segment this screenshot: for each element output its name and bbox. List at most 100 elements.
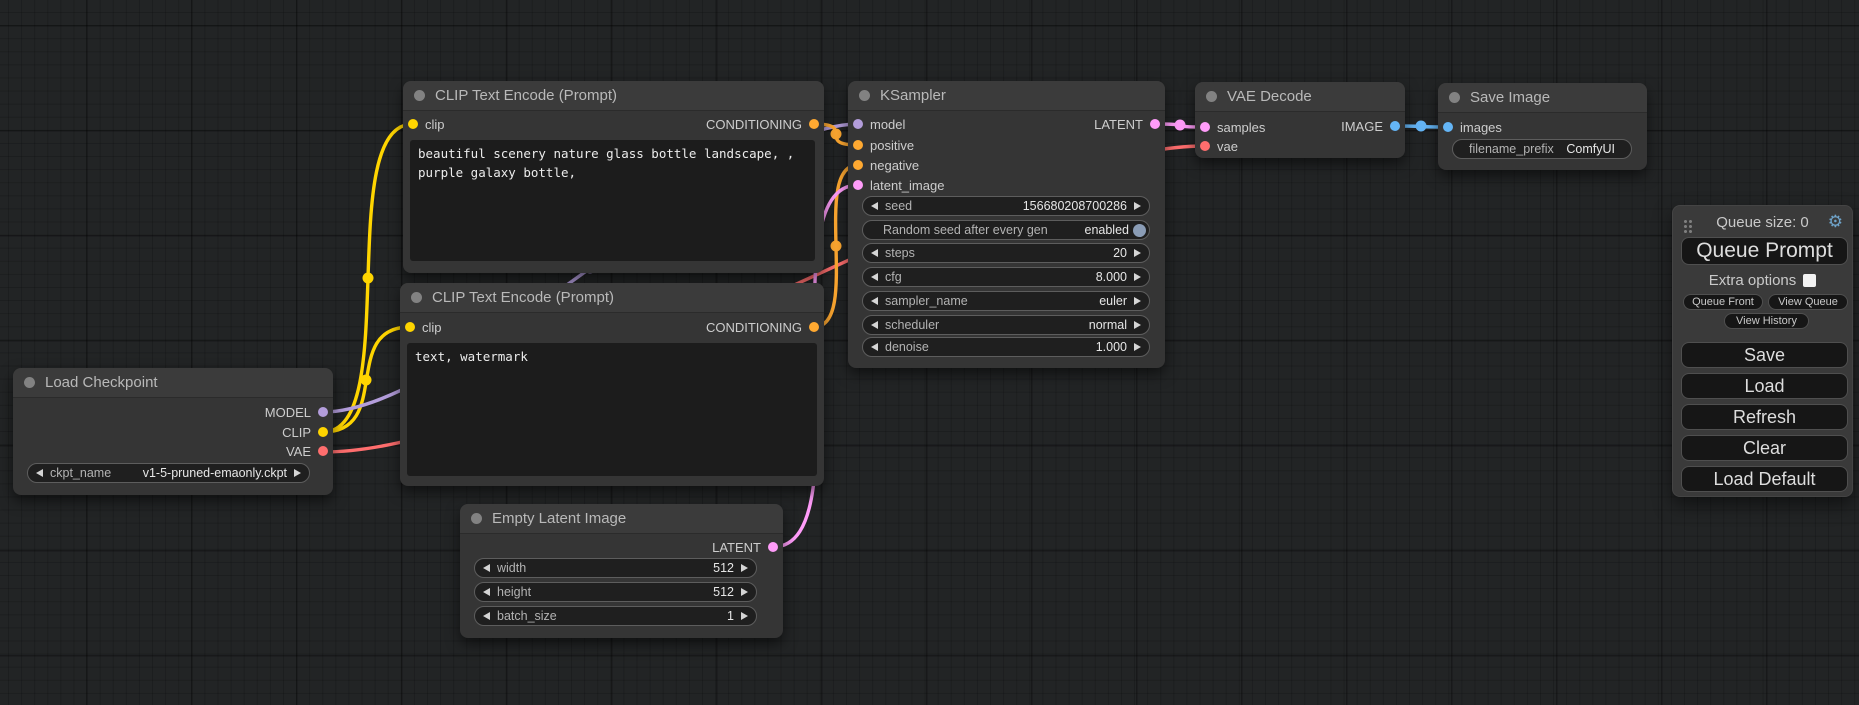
queue-prompt-button[interactable]: Queue Prompt bbox=[1681, 237, 1848, 265]
width-widget[interactable]: width 512 bbox=[474, 558, 757, 578]
collapse-dot-icon[interactable] bbox=[471, 513, 482, 524]
increment-arrow-icon[interactable] bbox=[1134, 273, 1141, 281]
scheduler-widget[interactable]: scheduler normal bbox=[862, 315, 1150, 335]
load-default-button[interactable]: Load Default bbox=[1681, 466, 1848, 492]
node-title-bar[interactable]: Empty Latent Image bbox=[460, 504, 783, 534]
seed-widget[interactable]: seed 156680208700286 bbox=[862, 196, 1150, 216]
node-save-image[interactable]: Save Image images filename_prefix ComfyU… bbox=[1438, 83, 1647, 170]
node-empty-latent-image[interactable]: Empty Latent Image LATENT width 512 heig… bbox=[460, 504, 783, 638]
collapse-dot-icon[interactable] bbox=[859, 90, 870, 101]
model-output-port[interactable] bbox=[318, 407, 328, 417]
node-clip-text-encode-positive[interactable]: CLIP Text Encode (Prompt) clip CONDITION… bbox=[403, 81, 824, 273]
output-clip: CLIP bbox=[282, 422, 328, 442]
vae-input-port[interactable] bbox=[1200, 141, 1210, 151]
clear-button[interactable]: Clear bbox=[1681, 435, 1848, 461]
sampler-name-widget[interactable]: sampler_name euler bbox=[862, 291, 1150, 311]
increment-arrow-icon[interactable] bbox=[1134, 202, 1141, 210]
decrement-arrow-icon[interactable] bbox=[483, 564, 490, 572]
widget-value: 20 bbox=[1113, 246, 1127, 260]
latent-output-port[interactable] bbox=[1150, 119, 1160, 129]
negative-input-port[interactable] bbox=[853, 160, 863, 170]
widget-label: height bbox=[497, 585, 532, 599]
output-conditioning: CONDITIONING bbox=[706, 114, 819, 134]
clip-output-port[interactable] bbox=[318, 427, 328, 437]
conditioning-output-port[interactable] bbox=[809, 119, 819, 129]
increment-arrow-icon[interactable] bbox=[1134, 343, 1141, 351]
collapse-dot-icon[interactable] bbox=[414, 90, 425, 101]
node-title-bar[interactable]: Load Checkpoint bbox=[13, 368, 333, 398]
node-title-bar[interactable]: KSampler bbox=[848, 81, 1165, 111]
node-vae-decode[interactable]: VAE Decode samples vae IMAGE bbox=[1195, 82, 1405, 158]
decrement-arrow-icon[interactable] bbox=[871, 297, 878, 305]
collapse-dot-icon[interactable] bbox=[1449, 92, 1460, 103]
widget-label: denoise bbox=[885, 340, 929, 354]
link-midpoint-dot bbox=[1174, 119, 1186, 131]
random-seed-toggle-widget[interactable]: Random seed after every gen enabled bbox=[862, 220, 1150, 240]
node-clip-text-encode-negative[interactable]: CLIP Text Encode (Prompt) clip CONDITION… bbox=[400, 283, 824, 486]
node-title-bar[interactable]: Save Image bbox=[1438, 83, 1647, 113]
conditioning-output-port[interactable] bbox=[809, 322, 819, 332]
decrement-arrow-icon[interactable] bbox=[483, 612, 490, 620]
decrement-arrow-icon[interactable] bbox=[871, 343, 878, 351]
cfg-widget[interactable]: cfg 8.000 bbox=[862, 267, 1150, 287]
increment-arrow-icon[interactable] bbox=[294, 469, 301, 477]
increment-arrow-icon[interactable] bbox=[1134, 321, 1141, 329]
queue-front-button[interactable]: Queue Front bbox=[1683, 294, 1763, 310]
image-output-port[interactable] bbox=[1390, 121, 1400, 131]
collapse-dot-icon[interactable] bbox=[1206, 91, 1217, 102]
widget-value: ComfyUI bbox=[1566, 142, 1615, 156]
widget-label: scheduler bbox=[885, 318, 940, 332]
increment-arrow-icon[interactable] bbox=[741, 588, 748, 596]
positive-input-port[interactable] bbox=[853, 140, 863, 150]
model-input-port[interactable] bbox=[853, 119, 863, 129]
input-images: images bbox=[1443, 117, 1502, 137]
node-title-bar[interactable]: CLIP Text Encode (Prompt) bbox=[403, 81, 824, 111]
save-button[interactable]: Save bbox=[1681, 342, 1848, 368]
view-history-button[interactable]: View History bbox=[1724, 313, 1809, 329]
increment-arrow-icon[interactable] bbox=[741, 564, 748, 572]
refresh-button[interactable]: Refresh bbox=[1681, 404, 1848, 430]
widget-label: steps bbox=[885, 246, 915, 260]
ckpt-name-widget[interactable]: ckpt_name v1-5-pruned-emaonly.ckpt bbox=[27, 463, 310, 483]
height-widget[interactable]: height 512 bbox=[474, 582, 757, 602]
prompt-textarea[interactable]: beautiful scenery nature glass bottle la… bbox=[410, 140, 815, 261]
collapse-dot-icon[interactable] bbox=[411, 292, 422, 303]
decrement-arrow-icon[interactable] bbox=[871, 202, 878, 210]
node-title-bar[interactable]: CLIP Text Encode (Prompt) bbox=[400, 283, 824, 313]
decrement-arrow-icon[interactable] bbox=[871, 321, 878, 329]
decrement-arrow-icon[interactable] bbox=[871, 273, 878, 281]
increment-arrow-icon[interactable] bbox=[1134, 249, 1141, 257]
settings-gear-icon[interactable]: ⚙ bbox=[1827, 212, 1843, 231]
input-clip: clip bbox=[405, 317, 442, 337]
node-load-checkpoint[interactable]: Load Checkpoint MODEL CLIP VAE ckpt_name… bbox=[13, 368, 333, 495]
widget-value: 1 bbox=[727, 609, 734, 623]
clip-input-port[interactable] bbox=[405, 322, 415, 332]
load-button[interactable]: Load bbox=[1681, 373, 1848, 399]
view-queue-button[interactable]: View Queue bbox=[1768, 294, 1848, 310]
batch-size-widget[interactable]: batch_size 1 bbox=[474, 606, 757, 626]
increment-arrow-icon[interactable] bbox=[741, 612, 748, 620]
prompt-textarea[interactable]: text, watermark bbox=[407, 343, 817, 476]
drag-handle-icon[interactable] bbox=[1683, 219, 1693, 234]
toggle-dot-icon[interactable] bbox=[1133, 223, 1146, 237]
vae-output-port[interactable] bbox=[318, 446, 328, 456]
images-input-port[interactable] bbox=[1443, 122, 1453, 132]
filename-prefix-widget[interactable]: filename_prefix ComfyUI bbox=[1452, 139, 1632, 159]
extra-options-checkbox[interactable] bbox=[1803, 274, 1817, 287]
latent-input-port[interactable] bbox=[853, 180, 863, 190]
collapse-dot-icon[interactable] bbox=[24, 377, 35, 388]
node-title-bar[interactable]: VAE Decode bbox=[1195, 82, 1405, 112]
samples-input-port[interactable] bbox=[1200, 122, 1210, 132]
node-ksampler[interactable]: KSampler model positive negative latent_… bbox=[848, 81, 1165, 368]
denoise-widget[interactable]: denoise 1.000 bbox=[862, 337, 1150, 357]
decrement-arrow-icon[interactable] bbox=[36, 469, 43, 477]
latent-output-port[interactable] bbox=[768, 542, 778, 552]
output-label: CONDITIONING bbox=[705, 116, 802, 132]
queue-menu-panel[interactable]: Queue size: 0 ⚙ Queue Prompt Extra optio… bbox=[1672, 205, 1853, 497]
increment-arrow-icon[interactable] bbox=[1134, 297, 1141, 305]
decrement-arrow-icon[interactable] bbox=[483, 588, 490, 596]
decrement-arrow-icon[interactable] bbox=[871, 249, 878, 257]
steps-widget[interactable]: steps 20 bbox=[862, 243, 1150, 263]
clip-input-port[interactable] bbox=[408, 119, 418, 129]
